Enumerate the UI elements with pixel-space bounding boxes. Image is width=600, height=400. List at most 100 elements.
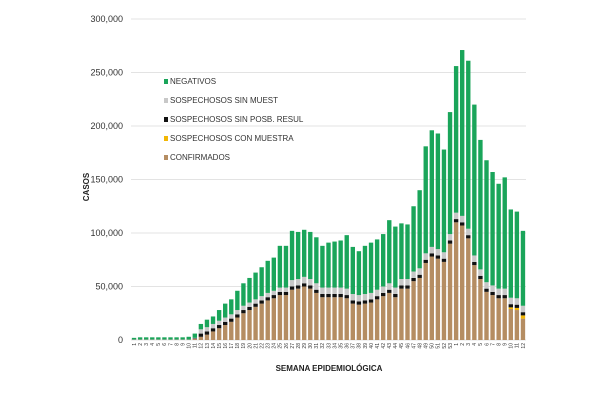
bar-segment-con-muestra [508,307,513,309]
bar-segment-sin-posb-resul [320,293,325,298]
x-tick-label: 10 [509,343,515,349]
bar-segment-sin-posb-resul [277,291,283,296]
y-axis-label: CASOS [82,172,91,201]
x-tick-label: 30 [308,343,314,349]
bar-segment-sin-muest [484,282,489,289]
bar-segment-sin-muest [508,297,513,305]
bar-segment-sin-posb-resul [229,318,234,322]
x-tick-label: 1 [132,343,138,346]
bar-segment-confirmados [447,243,453,340]
bar-segment-sin-posb-resul [490,291,495,296]
bar-segment-sin-muest [198,329,204,334]
x-tick-label: 40 [369,343,375,349]
x-tick-label: 10 [187,343,193,349]
bar-segment-negativos [356,251,362,296]
bar-segment-sin-muest [241,305,246,311]
bar-segment-sin-muest [356,295,362,302]
x-tick-label: 18 [235,343,241,349]
bar-segment-sin-posb-resul [447,240,453,244]
bar-segment-sin-muest [368,292,374,300]
bar-segment-sin-posb-resul [344,295,349,299]
bar-segment-confirmados [265,300,270,340]
bar-segment-negativos [308,231,313,280]
bar-segment-sin-posb-resul [204,331,210,335]
legend-label-sin-muest: SOSPECHOSOS SIN MUEST [170,96,278,105]
x-tick-label: 32 [320,343,326,349]
bar-segment-sin-muest [405,279,410,286]
y-tick-label: 0 [118,335,123,345]
x-tick-label: 45 [399,343,405,349]
bar-segment-negativos [192,333,197,338]
bar-segment-confirmados [368,302,374,340]
bar-segment-confirmados [484,291,489,340]
bar-segment-confirmados [441,261,447,340]
bar-segment-confirmados [472,265,477,340]
bar-segment-negativos [277,245,283,288]
bar-segment-negativos [168,337,173,340]
bar-segment-negativos [223,303,228,318]
bar-segment-sin-posb-resul [235,314,240,318]
bar-segment-sin-muest [490,285,495,292]
legend-label-confirmados: CONFIRMADOS [170,153,230,162]
bar-segment-negativos [241,283,246,306]
legend-swatch-sin-muest [164,98,168,103]
bar-segment-sin-muest [210,323,216,329]
x-tick-label: 13 [205,343,211,349]
bar-segment-confirmados [302,286,307,340]
bar-segment-confirmados [429,256,434,340]
x-axis-ticks: 1 2 3 4 5 6 7 8 9 10 11 12 13 14 15 16 17 18 19 20 21 22 23 24 2… [132,343,527,349]
bar-segment-confirmados [308,288,313,340]
x-tick-label: 20 [247,343,253,349]
bar-segment-sin-posb-resul [332,293,337,298]
bar-segment-sin-muest [308,279,313,286]
bar-segment-negativos [174,337,179,340]
bar-segment-sin-muest [387,283,392,290]
y-tick-label: 150,000 [90,175,123,185]
bar-segment-sin-posb-resul [314,289,319,293]
x-tick-label: 49 [424,343,430,349]
bar-segment-sin-posb-resul [283,291,289,296]
bar-segment-sin-muest [314,283,319,290]
bar-segment-confirmados [399,288,404,340]
bar-segment-negativos [508,209,513,298]
x-tick-label: 53 [448,343,454,349]
bar-segment-sin-posb-resul [356,301,362,305]
x-tick-label: 48 [417,343,423,349]
bar-segment-sin-posb-resul [253,303,258,307]
bar-segment-confirmados [283,295,289,340]
bar-segment-sin-muest [478,269,483,276]
y-axis-ticks: 0 50,000 100,000 150,000 200,000 250,000 300,0… [90,14,123,345]
bar-segment-sin-muest [447,234,453,241]
bar-segment-confirmados [235,317,240,340]
bar-segment-negativos [180,337,185,340]
bar-segment-confirmados [253,306,258,340]
bar-segment-sin-posb-resul [405,285,410,289]
bar-segment-sin-muest [223,317,228,322]
bar-segment-negativos [271,257,276,291]
x-tick-label: 7 [490,343,496,346]
bar-segment-negativos [393,226,398,288]
bar-segment-confirmados [271,298,276,340]
bar-segment-sin-muest [216,320,222,326]
bar-segment-sin-posb-resul [259,300,264,304]
bar-segment-negativos [350,246,355,294]
bar-segment-confirmados [381,296,386,340]
bar-segment-confirmados [423,262,428,340]
bar-segment-confirmados [362,303,368,340]
gridlines [131,18,526,341]
bar-segment-sin-posb-resul [362,300,368,304]
bar-segment-negativos [162,337,167,340]
bar-segment-confirmados [314,292,319,340]
bar-segment-confirmados [320,297,325,340]
bar-segment-confirmados [466,238,471,340]
x-tick-label: 8 [174,343,180,346]
bar-segment-negativos [381,234,386,287]
x-tick-label: 9 [180,343,186,346]
x-tick-label: 39 [363,343,369,349]
bar-segment-sin-muest [320,287,325,294]
bar-segment-negativos [520,230,526,306]
bar-segment-negativos [210,316,216,324]
bar-segment-negativos [417,190,422,269]
legend-label-con-muestra: SOSPECHOSOS CON MUESTRA [170,134,294,143]
bar-segment-sin-muest [265,292,270,298]
